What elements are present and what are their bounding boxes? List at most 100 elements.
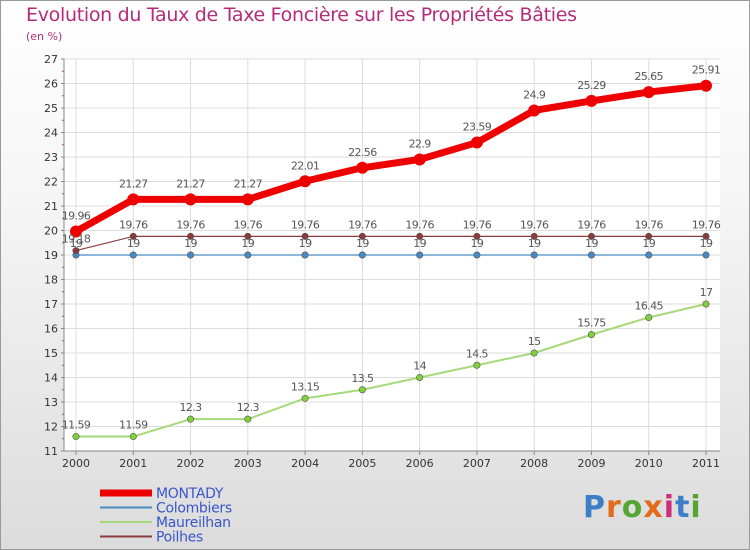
data-label-maureilhan: 14 xyxy=(413,360,426,373)
data-label-poilhes: 19.18 xyxy=(62,233,91,246)
y-tick-label: 22 xyxy=(44,176,58,189)
y-tick-label: 26 xyxy=(44,78,58,91)
x-tick-label: 2008 xyxy=(520,457,548,470)
data-point-poilhes xyxy=(72,247,80,255)
data-point-colombiers xyxy=(129,251,137,259)
proxiti-logo: Proxiti xyxy=(583,490,702,525)
x-tick-label: 2003 xyxy=(234,457,262,470)
data-label-maureilhan: 13.15 xyxy=(291,380,320,393)
data-label-maureilhan: 14.5 xyxy=(466,347,489,360)
x-tick-label: 2009 xyxy=(577,457,605,470)
data-label-colombiers: 19 xyxy=(241,237,254,250)
data-label-colombiers: 19 xyxy=(585,237,598,250)
data-point-montady xyxy=(642,86,655,99)
legend-label-maureilhan: Maureilhan xyxy=(156,515,231,531)
data-point-maureilhan xyxy=(473,361,481,369)
data-label-colombiers: 19 xyxy=(127,237,140,250)
data-label-colombiers: 19 xyxy=(642,237,655,250)
data-label-poilhes: 19.76 xyxy=(692,218,721,231)
data-point-poilhes xyxy=(358,232,366,240)
data-point-poilhes xyxy=(473,232,481,240)
data-label-maureilhan: 17 xyxy=(700,286,713,299)
y-tick-label: 23 xyxy=(44,151,58,164)
y-tick-label: 19 xyxy=(44,249,58,262)
x-tick-label: 2011 xyxy=(692,457,720,470)
series-line-poilhes xyxy=(75,235,706,252)
series-line-maureilhan xyxy=(76,303,707,438)
legend-label-montady: MONTADY xyxy=(156,486,224,502)
data-label-colombiers: 19 xyxy=(356,237,369,250)
data-label-colombiers: 19 xyxy=(184,237,197,250)
logo-letter: t xyxy=(675,490,690,525)
logo-letter: o xyxy=(622,490,644,525)
x-tick-label: 2007 xyxy=(463,457,491,470)
data-label-colombiers: 19 xyxy=(471,237,484,250)
data-label-poilhes: 19.76 xyxy=(348,218,377,231)
data-point-maureilhan xyxy=(358,386,366,394)
data-point-maureilhan xyxy=(301,394,309,402)
data-point-montady xyxy=(413,153,426,166)
chart-title: Evolution du Taux de Taxe Foncière sur l… xyxy=(26,4,577,26)
data-label-maureilhan: 12.3 xyxy=(179,401,202,414)
data-point-maureilhan xyxy=(129,433,137,441)
y-tick-label: 12 xyxy=(44,421,58,434)
data-label-poilhes: 19.76 xyxy=(405,218,434,231)
data-label-montady: 21.27 xyxy=(176,177,205,190)
y-tick-label: 15 xyxy=(44,347,58,360)
y-tick-label: 16 xyxy=(44,323,58,336)
data-label-montady: 22.01 xyxy=(291,159,320,172)
logo-letter: r xyxy=(606,490,622,525)
data-point-poilhes xyxy=(416,232,424,240)
data-point-poilhes xyxy=(301,232,309,240)
data-label-maureilhan: 11.59 xyxy=(119,419,148,432)
data-point-poilhes xyxy=(587,232,595,240)
logo-letter: i xyxy=(664,490,675,525)
axes: 11 12 13 14 15 16 17 18 19 20 21 22 23 24 25 26 27 2000 20… xyxy=(44,53,720,470)
x-tick-label: 2000 xyxy=(62,457,90,470)
data-label-colombiers: 19 xyxy=(70,237,83,250)
data-label-poilhes: 19.76 xyxy=(119,218,148,231)
data-label-maureilhan: 16.45 xyxy=(634,299,663,312)
data-point-poilhes xyxy=(702,232,710,240)
data-point-montady xyxy=(184,193,197,206)
data-label-poilhes: 19.76 xyxy=(463,218,492,231)
data-point-colombiers xyxy=(645,251,653,259)
data-label-colombiers: 19 xyxy=(413,237,426,250)
y-tick-label: 18 xyxy=(44,274,58,287)
data-point-colombiers xyxy=(244,251,252,259)
unit-note: (en %) xyxy=(26,30,63,43)
data-point-montady xyxy=(241,193,254,206)
logo-letter: i xyxy=(690,490,701,525)
data-label-colombiers: 19 xyxy=(528,237,541,250)
data-label-montady: 22.56 xyxy=(348,146,377,159)
data-point-colombiers xyxy=(187,251,195,259)
data-point-maureilhan xyxy=(587,331,595,339)
data-label-montady: 21.27 xyxy=(234,177,263,190)
y-tick-label: 27 xyxy=(44,53,58,66)
y-tick-label: 13 xyxy=(44,396,58,409)
data-label-maureilhan: 11.59 xyxy=(62,419,91,432)
data-point-maureilhan xyxy=(244,415,252,423)
data-label-montady: 25.65 xyxy=(634,70,663,83)
data-point-colombiers xyxy=(358,251,366,259)
x-tick-label: 2001 xyxy=(119,457,147,470)
data-point-poilhes xyxy=(129,232,137,240)
y-tick-label: 21 xyxy=(44,200,58,213)
data-label-maureilhan: 13.5 xyxy=(351,372,374,385)
y-tick-label: 25 xyxy=(44,102,58,115)
y-tick-label: 14 xyxy=(44,372,58,385)
data-label-poilhes: 19.76 xyxy=(577,218,606,231)
data-point-montady xyxy=(299,175,312,188)
x-tick-label: 2006 xyxy=(406,457,434,470)
data-point-montady xyxy=(528,104,541,117)
data-point-maureilhan xyxy=(530,349,538,357)
legend-label-colombiers: Colombiers xyxy=(156,501,232,517)
series-line-montady xyxy=(74,82,707,235)
data-label-montady: 21.27 xyxy=(119,177,148,190)
data-label-montady: 25.91 xyxy=(692,64,721,77)
data-label-montady: 23.59 xyxy=(463,121,492,134)
data-label-montady: 19.96 xyxy=(62,209,91,222)
